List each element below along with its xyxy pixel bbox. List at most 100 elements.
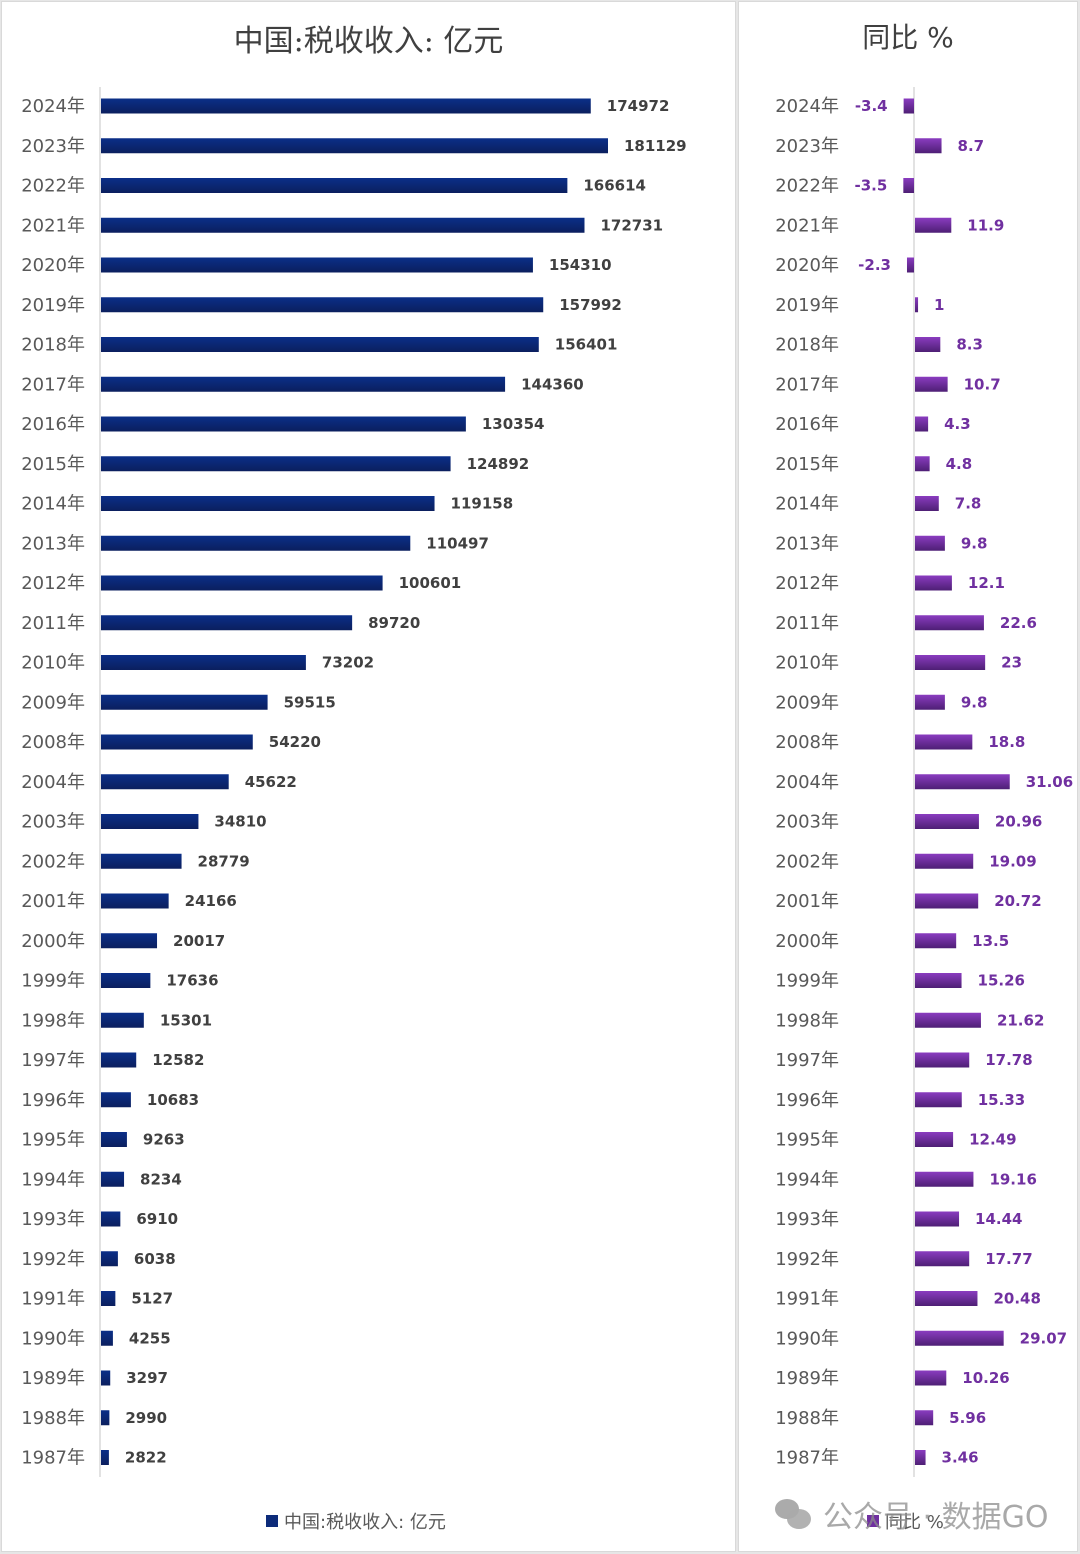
data-label: 15.33 [978, 1091, 1025, 1109]
tax-revenue-chart-panel: 中国:税收收入: 亿元 2024年 174972 2023年 181129 2022年 1… [1, 1, 736, 1552]
data-label: 20.72 [994, 892, 1041, 910]
legend-label-tax-revenue: 中国:税收收入: 亿元 [284, 1512, 446, 1533]
bar [101, 257, 533, 273]
category-label: 2017年 [21, 374, 85, 395]
category-label: 2016年 [775, 414, 839, 435]
category-label: 1996年 [21, 1090, 85, 1111]
bar [101, 496, 435, 511]
data-label: 31.06 [1026, 773, 1073, 791]
category-label: 2013年 [21, 533, 85, 554]
data-label: 18.8 [988, 733, 1025, 751]
data-label: 124892 [467, 455, 530, 473]
data-label: 110497 [426, 534, 489, 552]
legend-tax-revenue: 中国:税收收入: 亿元 [266, 1508, 446, 1534]
category-label: 2008年 [775, 732, 839, 753]
data-label: 119158 [451, 495, 514, 513]
bar [101, 1052, 137, 1068]
category-label: 1996年 [775, 1090, 839, 1111]
data-label: 156401 [555, 336, 618, 354]
bar [915, 1092, 962, 1108]
data-label: 34810 [214, 813, 266, 831]
bar [101, 893, 169, 909]
data-label: 10.26 [962, 1369, 1009, 1387]
category-label: 2018年 [21, 335, 85, 356]
bar [915, 1132, 954, 1147]
bar [101, 138, 608, 154]
bar [915, 496, 939, 511]
data-label: 21.62 [997, 1011, 1044, 1029]
category-label: 2010年 [775, 653, 839, 674]
watermark-text: 公众号 · 数据GO [823, 1500, 1049, 1535]
data-label: 4.3 [944, 415, 971, 433]
bar [915, 1450, 926, 1465]
chart-title-tax-revenue: 中国:税收收入: 亿元 [233, 24, 504, 59]
data-label: 7.8 [955, 495, 982, 513]
category-label: 1994年 [775, 1169, 839, 1190]
bar [915, 933, 957, 949]
data-label: 9.8 [961, 534, 988, 552]
data-label: 144360 [521, 375, 584, 393]
category-label: 2013年 [775, 533, 839, 554]
data-label: 172731 [600, 216, 663, 234]
category-label: 1989年 [775, 1368, 839, 1389]
data-label: 3.46 [942, 1449, 979, 1467]
category-label: 1999年 [775, 971, 839, 992]
data-label: 8.7 [958, 137, 985, 155]
category-label: 2000年 [775, 931, 839, 952]
category-label: 1999年 [21, 971, 85, 992]
data-label: 20.96 [995, 813, 1042, 831]
data-label: -3.4 [855, 97, 888, 115]
category-label: 1991年 [21, 1289, 85, 1310]
category-label: 1992年 [21, 1249, 85, 1270]
bar [903, 98, 914, 114]
data-label: 10683 [147, 1091, 199, 1109]
bar [915, 655, 986, 670]
tax-revenue-bar-chart: 2024年 174972 2023年 181129 2022年 166614 2021年 17… [21, 87, 687, 1477]
bar [915, 774, 1010, 790]
bar [915, 138, 942, 154]
category-label: 2014年 [21, 494, 85, 515]
bar [915, 297, 919, 313]
data-label: 12582 [152, 1051, 204, 1069]
bar [101, 1211, 121, 1227]
yoy-chart-panel: 同比 % 2024年 -3.4 2023年 8.7 2022年 -3.5 2021年 11.9… [738, 1, 1078, 1552]
bar [101, 1410, 110, 1426]
category-label: 1988年 [21, 1408, 85, 1429]
bar [915, 1052, 970, 1068]
data-label: 14.44 [975, 1210, 1022, 1228]
category-label: 2024年 [21, 96, 85, 117]
category-label: 2021年 [775, 215, 839, 236]
category-label: 1993年 [21, 1209, 85, 1230]
category-label: 1990年 [21, 1328, 85, 1349]
data-label: 3297 [126, 1369, 168, 1387]
category-label: 2015年 [21, 454, 85, 475]
bar [101, 1012, 144, 1028]
bar [915, 694, 945, 710]
watermark: 公众号 · 数据GO [775, 1492, 1048, 1536]
category-label: 2022年 [21, 176, 85, 197]
bar [915, 1251, 970, 1267]
category-label: 1991年 [775, 1289, 839, 1310]
category-label: 2009年 [21, 692, 85, 713]
legend-yoy: 同比 % [867, 1508, 944, 1534]
category-label: 2012年 [21, 573, 85, 594]
category-label: 1998年 [21, 1010, 85, 1031]
bar [915, 1410, 934, 1426]
bar [101, 933, 158, 949]
category-label: 1995年 [775, 1130, 839, 1151]
data-label: 10.7 [964, 375, 1001, 393]
bar [101, 655, 306, 670]
bar [101, 456, 451, 472]
data-label: 15301 [160, 1011, 212, 1029]
data-label: 8.3 [956, 336, 983, 354]
bar [906, 257, 914, 273]
data-label: 89720 [368, 614, 420, 632]
category-label: 2001年 [775, 891, 839, 912]
data-label: 17636 [166, 972, 218, 990]
bar [915, 217, 952, 233]
wechat-icon [775, 1499, 811, 1529]
data-label: 174972 [607, 97, 670, 115]
data-label: 9.8 [961, 693, 988, 711]
category-label: 2024年 [775, 96, 839, 117]
category-label: 2008年 [21, 732, 85, 753]
